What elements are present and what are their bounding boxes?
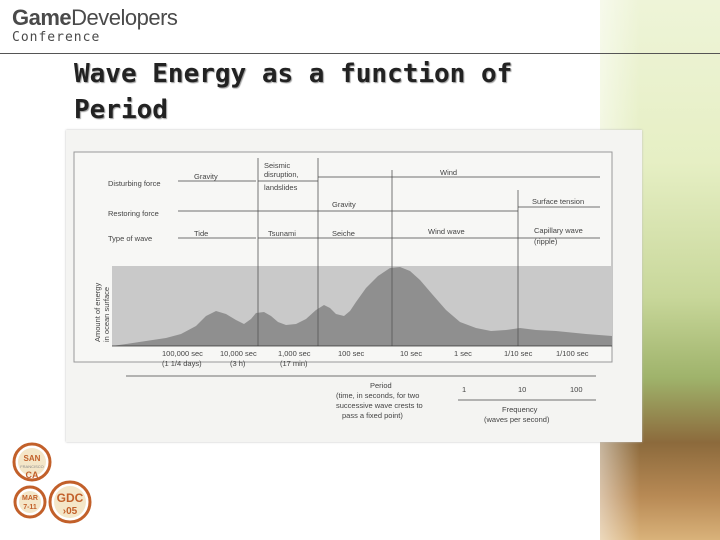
header-divider bbox=[0, 53, 720, 54]
period-tick-0: 100,000 sec bbox=[162, 349, 203, 358]
disturbing-wind: Wind bbox=[440, 168, 457, 177]
period-tick-7: 1/100 sec bbox=[556, 349, 589, 358]
restoring-gravity: Gravity bbox=[332, 200, 356, 209]
disturbing-gravity: Gravity bbox=[194, 172, 218, 181]
period-tick-6: 1/10 sec bbox=[504, 349, 533, 358]
period-tick-4: 10 sec bbox=[400, 349, 422, 358]
row-label-disturbing-force: Disturbing force bbox=[108, 179, 161, 188]
gdc-logo: GameDevelopers Conference bbox=[12, 5, 178, 45]
freq-tick-100: 100 bbox=[570, 385, 583, 394]
disturbing-seismic-2: disruption, bbox=[264, 170, 299, 179]
row-label-type-of-wave: Type of wave bbox=[108, 234, 152, 243]
period-tick-1: 10,000 sec bbox=[220, 349, 257, 358]
energy-curve bbox=[112, 267, 612, 346]
badge-ring-date bbox=[13, 485, 47, 519]
badge-san: SAN bbox=[24, 454, 41, 463]
wave-energy-figure: Disturbing force Restoring force Type of… bbox=[66, 130, 642, 442]
badge-disc-gdc bbox=[54, 486, 86, 518]
period-label-line-3: successive wave crests to bbox=[336, 401, 423, 410]
wave-type-tide: Tide bbox=[194, 229, 208, 238]
period-tick-1-sub: (3 h) bbox=[230, 359, 246, 368]
wave-type-tsunami: Tsunami bbox=[268, 229, 296, 238]
badge-ring-gdc bbox=[48, 480, 92, 524]
wave-type-capillary-2: (ripple) bbox=[534, 237, 558, 246]
period-tick-2-sub: (17 min) bbox=[280, 359, 308, 368]
badge-disc-date bbox=[19, 491, 41, 513]
badge-mar: MAR bbox=[22, 495, 38, 502]
slide-title: Wave Energy as a function of Period bbox=[74, 56, 594, 128]
badge-dates: 7-11 bbox=[23, 504, 37, 511]
wave-energy-diagram: Disturbing force Restoring force Type of… bbox=[73, 151, 613, 424]
disturbing-seismic-3: landslides bbox=[264, 183, 298, 192]
gdc-05-badge: SAN FRANCISCO CA MAR 7-11 GDC ›05 bbox=[12, 442, 92, 524]
row-label-restoring-force: Restoring force bbox=[108, 209, 159, 218]
period-label-line-2: (time, in seconds, for two bbox=[336, 391, 419, 400]
period-label-line-4: pass a fixed point) bbox=[342, 411, 403, 420]
period-ticks: 100,000 sec (1 1/4 days) 10,000 sec (3 h… bbox=[162, 349, 589, 368]
wave-type-seiche: Seiche bbox=[332, 229, 355, 238]
wave-type-wind-wave: Wind wave bbox=[428, 227, 465, 236]
logo-game: Game bbox=[12, 5, 72, 30]
period-tick-3: 100 sec bbox=[338, 349, 365, 358]
badge-year: ›05 bbox=[63, 506, 78, 517]
period-tick-0-sub: (1 1/4 days) bbox=[162, 359, 202, 368]
y-axis-label-1: Amount of energy bbox=[93, 283, 102, 342]
badge-gdc: GDC bbox=[57, 491, 84, 505]
logo-conference: Conference bbox=[12, 30, 101, 45]
badge-ca: CA bbox=[26, 470, 39, 480]
period-label-title: Period bbox=[370, 381, 392, 390]
slide-title-line-2: Period bbox=[74, 95, 168, 125]
slide-title-line-1: Wave Energy as a function of bbox=[74, 59, 513, 89]
freq-tick-1: 1 bbox=[462, 385, 466, 394]
restoring-surface-tension: Surface tension bbox=[532, 197, 584, 206]
period-tick-5: 1 sec bbox=[454, 349, 472, 358]
disturbing-seismic-1: Seismic bbox=[264, 161, 291, 170]
badge-francisco: FRANCISCO bbox=[20, 464, 44, 469]
y-axis-label-2: in ocean surface bbox=[102, 287, 111, 342]
logo-developers: Developers bbox=[71, 5, 178, 30]
badge-disc-sf bbox=[18, 448, 46, 476]
freq-tick-10: 10 bbox=[518, 385, 526, 394]
wave-type-capillary-1: Capillary wave bbox=[534, 226, 583, 235]
frequency-label-title: Frequency bbox=[502, 405, 538, 414]
badge-ring-sf bbox=[12, 442, 52, 482]
frequency-label-sub: (waves per second) bbox=[484, 415, 550, 424]
period-tick-2: 1,000 sec bbox=[278, 349, 311, 358]
